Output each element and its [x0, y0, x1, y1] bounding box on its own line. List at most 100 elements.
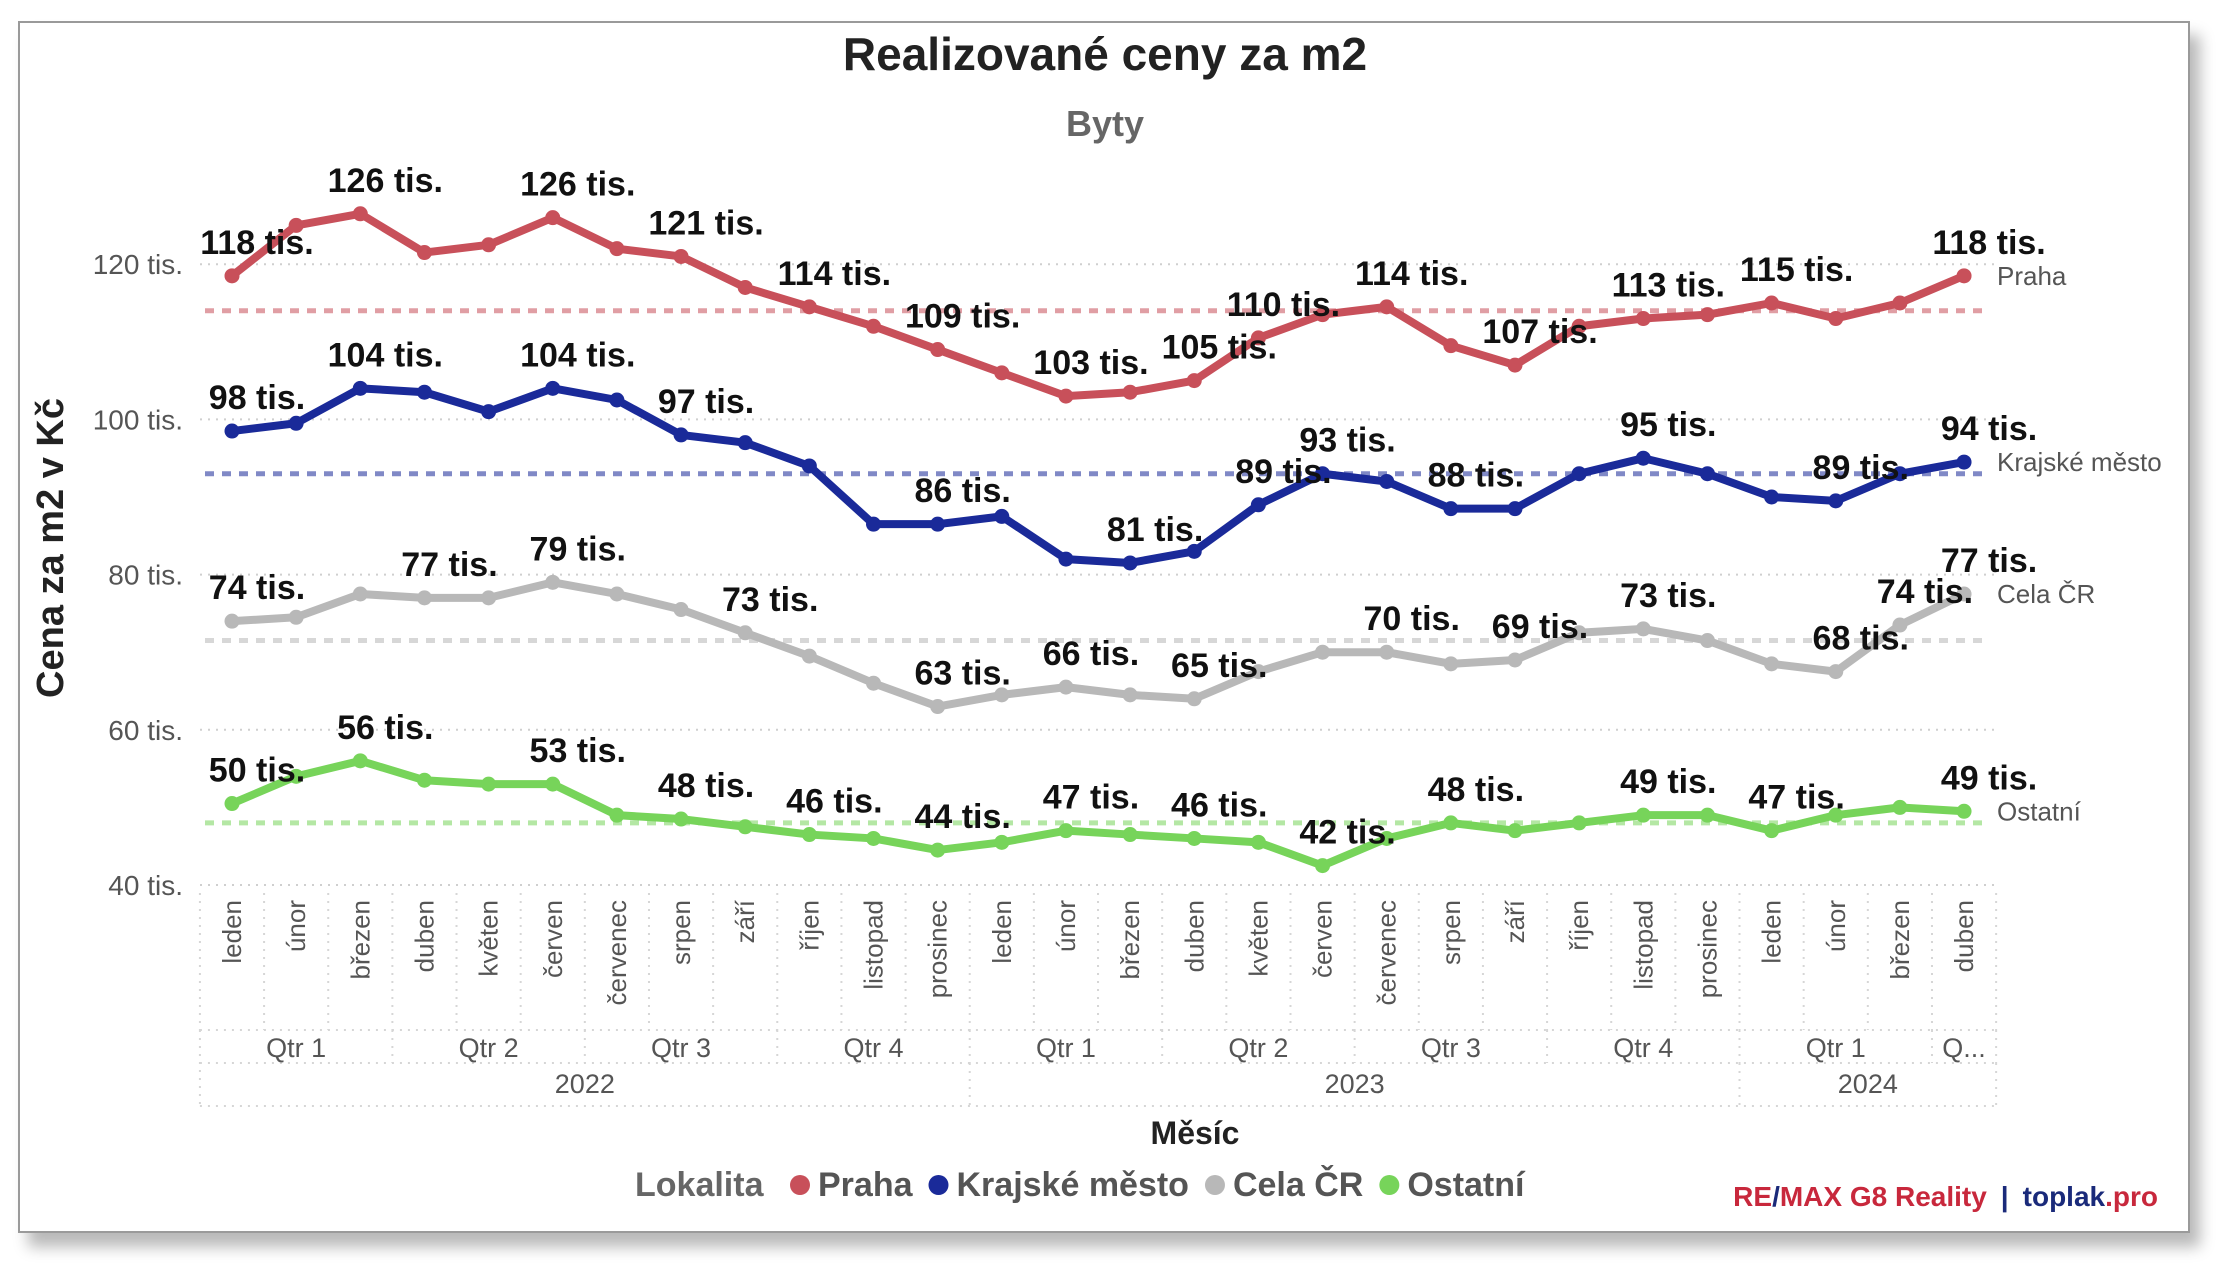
data-label: 114 tis. — [778, 255, 891, 293]
x-tick-label: květen — [474, 900, 504, 977]
year-label: 2024 — [1838, 1069, 1898, 1099]
data-label: 94 tis. — [1941, 410, 2037, 448]
data-point — [1892, 800, 1907, 815]
data-point — [1187, 373, 1202, 388]
data-label: 115 tis. — [1740, 251, 1853, 289]
data-point — [930, 342, 945, 357]
data-point — [1123, 687, 1138, 702]
series-end-label: Cela ČR — [1997, 579, 2095, 609]
data-point — [1700, 808, 1715, 823]
data-point — [1443, 338, 1458, 353]
x-tick-label: prosinec — [923, 900, 953, 998]
x-tick-label: únor — [1051, 900, 1081, 952]
data-point — [1700, 307, 1715, 322]
data-label: 63 tis. — [914, 655, 1010, 693]
x-tick-label: listopad — [859, 900, 889, 990]
series-end-label: Krajské město — [1997, 447, 2162, 477]
data-label: 103 tis. — [1033, 344, 1148, 382]
legend-entry: Praha — [818, 1166, 914, 1204]
data-label: 93 tis. — [1299, 422, 1395, 460]
y-axis-label: Cena za m2 v Kč — [30, 398, 72, 698]
data-label: 66 tis. — [1043, 635, 1139, 673]
data-point — [1828, 664, 1843, 679]
legend-title: Lokalita — [635, 1166, 765, 1204]
x-tick-label: červenec — [1372, 900, 1402, 1006]
data-label: 105 tis. — [1162, 329, 1277, 367]
data-point — [802, 299, 817, 314]
data-point — [1892, 296, 1907, 311]
x-tick-label: srpen — [1436, 900, 1466, 965]
data-point — [545, 210, 560, 225]
data-point — [802, 458, 817, 473]
data-label: 118 tis. — [1932, 224, 2045, 262]
data-label: 126 tis. — [328, 162, 443, 200]
legend-entry: Cela ČR — [1233, 1165, 1363, 1204]
legend-marker — [1379, 1175, 1399, 1195]
quarter-label: Qtr 2 — [1228, 1033, 1288, 1063]
data-point — [1572, 815, 1587, 830]
data-point — [609, 587, 624, 602]
data-point — [1058, 389, 1073, 404]
data-label: 104 tis. — [520, 336, 635, 374]
data-point — [1443, 656, 1458, 671]
data-point — [1636, 808, 1651, 823]
quarter-label: Qtr 2 — [459, 1033, 519, 1063]
y-tick-label: 120 tis. — [93, 249, 183, 280]
data-label: 48 tis. — [1428, 771, 1524, 809]
data-point — [930, 517, 945, 532]
data-point — [1251, 835, 1266, 850]
data-point — [1123, 827, 1138, 842]
x-tick-label: únor — [1821, 900, 1851, 952]
data-label: 49 tis. — [1941, 759, 2037, 797]
data-point — [1508, 501, 1523, 516]
data-point — [1957, 268, 1972, 283]
data-point — [1379, 474, 1394, 489]
data-point — [481, 404, 496, 419]
data-point — [738, 435, 753, 450]
data-point — [866, 676, 881, 691]
quarter-label: Qtr 1 — [1806, 1033, 1866, 1063]
data-label: 44 tis. — [914, 798, 1010, 836]
data-label: 48 tis. — [658, 767, 754, 805]
data-point — [1764, 656, 1779, 671]
data-point — [674, 812, 689, 827]
data-point — [225, 796, 240, 811]
data-point — [1828, 493, 1843, 508]
legend-entry: Krajské město — [957, 1166, 1189, 1204]
data-label: 56 tis. — [337, 709, 433, 747]
data-point — [866, 517, 881, 532]
data-point — [1315, 645, 1330, 660]
data-point — [609, 393, 624, 408]
x-tick-label: duben — [1949, 900, 1979, 972]
line-chart: 40 tis.60 tis.80 tis.100 tis.120 tis.led… — [0, 0, 2232, 1264]
data-label: 104 tis. — [328, 336, 443, 374]
brand-remax-name: MAX G8 Reality — [1780, 1181, 1987, 1212]
data-point — [1251, 497, 1266, 512]
data-label: 42 tis. — [1299, 814, 1395, 852]
data-point — [1700, 633, 1715, 648]
data-label: 50 tis. — [209, 752, 305, 790]
brand-divider: | — [2001, 1181, 2009, 1212]
data-label: 74 tis. — [209, 569, 305, 607]
data-point — [994, 509, 1009, 524]
legend-marker — [1205, 1175, 1225, 1195]
data-point — [674, 602, 689, 617]
data-label: 69 tis. — [1492, 608, 1588, 646]
legend-marker — [929, 1175, 949, 1195]
data-point — [1572, 466, 1587, 481]
data-point — [1058, 823, 1073, 838]
x-tick-label: duben — [409, 900, 439, 972]
quarter-label: Qtr 3 — [1421, 1033, 1481, 1063]
x-tick-label: srpen — [666, 900, 696, 965]
data-label: 109 tis. — [905, 298, 1020, 336]
data-point — [1187, 691, 1202, 706]
data-label: 110 tis. — [1227, 286, 1340, 324]
chart-subtitle: Byty — [1066, 103, 1144, 144]
data-point — [1508, 823, 1523, 838]
data-point — [1957, 455, 1972, 470]
quarter-label: Qtr 4 — [843, 1033, 903, 1063]
data-point — [1058, 680, 1073, 695]
data-point — [1315, 858, 1330, 873]
data-point — [1764, 490, 1779, 505]
x-tick-label: červenec — [602, 900, 632, 1006]
